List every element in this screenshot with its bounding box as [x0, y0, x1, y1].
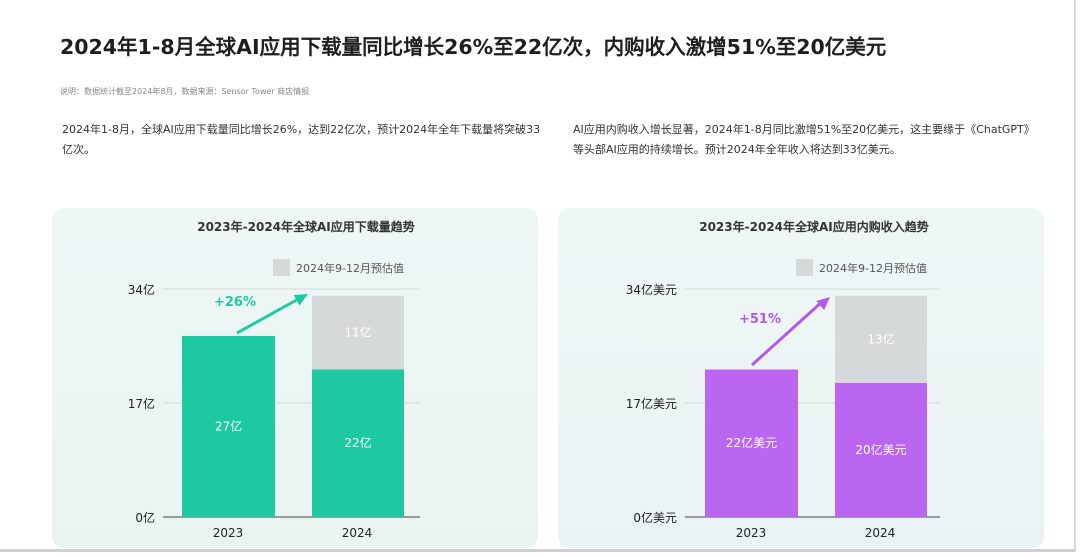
downloads-bar-2023 [182, 335, 275, 517]
revenue-growth-arrow-line [750, 298, 826, 367]
downloads-growth-arrow-head [293, 294, 308, 306]
downloads-growth-arrow-line [236, 295, 303, 335]
downloads-projection-bar-2024 [312, 295, 404, 370]
revenue-legend-swatch [796, 259, 813, 276]
downloads-data-label-2023: 27亿 [215, 418, 242, 433]
downloads-x-tick-label-2023: 2023 [213, 526, 244, 540]
revenue-description: AI应用内购收入增长显著，2024年1-8月同比激增51%至20亿美元，这主要缘… [573, 123, 1035, 156]
downloads-x-tick-label-2024: 2024 [342, 526, 373, 540]
revenue-growth-arrow-head [816, 297, 830, 311]
revenue-bar-2024 [835, 382, 927, 517]
source-note: 说明：数据统计截至2024年8月，数据来源：Sensor Tower 商店情报 [60, 87, 310, 96]
revenue-chart-title: 2023年-2024年全球AI应用内购收入趋势 [699, 219, 929, 234]
revenue-y-tick-label: 0亿美元 [633, 510, 677, 525]
downloads-data-label-2024: 22亿 [344, 435, 371, 450]
revenue-legend-label: 2024年9-12月预估值 [819, 261, 927, 275]
downloads-description: 2024年1-8月，全球AI应用下载量同比增长26%，达到22亿次，预计2024… [62, 123, 541, 156]
downloads-legend-swatch [273, 259, 290, 276]
downloads-y-tick-label: 0亿 [135, 510, 155, 525]
revenue-bar-2023 [705, 369, 798, 517]
revenue-y-tick-label: 34亿美元 [626, 282, 677, 297]
revenue-projection-label-2024: 13亿 [867, 331, 894, 346]
downloads-bar-2024 [312, 369, 404, 517]
revenue-x-tick-label-2024: 2024 [865, 526, 896, 540]
revenue-projection-bar-2024 [835, 295, 927, 383]
downloads-chart-card [52, 208, 538, 548]
page-title: 2024年1-8月全球AI应用下载量同比增长26%至22亿次，内购收入激增51%… [60, 35, 887, 59]
downloads-chart-title: 2023年-2024年全球AI应用下载量趋势 [197, 219, 415, 234]
downloads-y-tick-label: 17亿 [128, 396, 155, 411]
revenue-y-tick-label: 17亿美元 [626, 396, 677, 411]
downloads-y-tick-label: 34亿 [128, 282, 155, 297]
revenue-x-tick-label-2023: 2023 [736, 526, 767, 540]
revenue-data-label-2023: 22亿美元 [726, 435, 777, 450]
downloads-projection-label-2024: 11亿 [344, 325, 371, 340]
downloads-legend-label: 2024年9-12月预估值 [296, 261, 404, 275]
revenue-data-label-2024: 20亿美元 [855, 442, 906, 457]
revenue-growth-label: +51% [739, 312, 781, 327]
downloads-growth-label: +26% [214, 295, 256, 310]
